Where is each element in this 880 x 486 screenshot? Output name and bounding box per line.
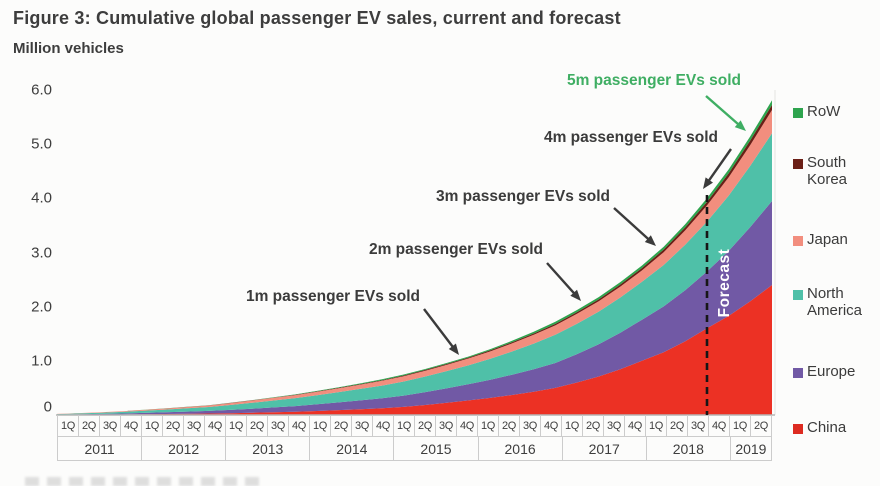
- x-quarter-label: 2Q: [414, 415, 435, 436]
- y-tick-label: 4.0: [31, 189, 52, 207]
- cut-off-source-text: [25, 477, 260, 486]
- legend-item-japan: Japan: [793, 231, 848, 249]
- legend-swatch-icon: [793, 159, 803, 169]
- x-year-label: 2016: [477, 437, 562, 460]
- legend-label: China: [807, 419, 847, 436]
- x-quarter-label: 1Q: [729, 415, 750, 436]
- x-quarter-label: 1Q: [393, 415, 414, 436]
- x-quarter-label: 3Q: [99, 415, 120, 436]
- annotation-arrowhead: [644, 235, 656, 246]
- milestone-annotation: 1m passenger EVs sold: [245, 288, 420, 305]
- x-quarter-label: 1Q: [645, 415, 666, 436]
- milestone-annotation: 3m passenger EVs sold: [435, 188, 610, 205]
- x-quarter-label: 3Q: [267, 415, 288, 436]
- x-quarter-label: 2Q: [162, 415, 183, 436]
- annotation-arrow: [705, 95, 741, 127]
- area-europe: [57, 201, 772, 415]
- x-year-label: 2018: [645, 437, 730, 460]
- legend-swatch-icon: [793, 236, 803, 246]
- annotation-arrow: [706, 148, 732, 184]
- x-quarter-label: 4Q: [120, 415, 141, 436]
- x-quarter-label: 2Q: [750, 415, 772, 436]
- x-year-label: 2011: [57, 437, 141, 460]
- milestone-annotation: 4m passenger EVs sold: [543, 129, 718, 146]
- annotation-arrowhead: [703, 177, 713, 189]
- annotation-arrowhead: [570, 289, 581, 301]
- legend-swatch-icon: [793, 368, 803, 378]
- y-tick-label: 3.0: [31, 244, 52, 261]
- y-tick-label: 0: [43, 398, 52, 416]
- x-quarter-label: 3Q: [603, 415, 624, 436]
- milestone-annotation: 2m passenger EVs sold: [368, 241, 543, 258]
- x-quarter-label: 1Q: [477, 415, 498, 436]
- annotation-arrowhead: [448, 343, 459, 355]
- x-axis-year-row: 2011 2012 2013 2014 2015 2016 2017 2018 2019: [57, 437, 772, 461]
- y-tick-label: 2.0: [31, 298, 52, 316]
- area-china: [57, 285, 772, 415]
- x-quarter-label: 1Q: [225, 415, 246, 436]
- x-quarter-label: 2Q: [498, 415, 519, 436]
- x-quarter-label: 4Q: [456, 415, 477, 436]
- x-quarter-label: 3Q: [687, 415, 708, 436]
- x-quarter-label: 1Q: [57, 415, 78, 436]
- x-quarter-label: 4Q: [288, 415, 309, 436]
- legend-swatch-icon: [793, 108, 803, 118]
- area-north-america: [57, 133, 772, 415]
- x-quarter-label: 4Q: [372, 415, 393, 436]
- legend-item-south-korea: South Korea: [793, 154, 871, 189]
- x-quarter-label: 1Q: [561, 415, 582, 436]
- x-year-label: 2019: [729, 437, 772, 460]
- x-year-label: 2015: [393, 437, 477, 460]
- x-axis-quarter-row: 1Q 2Q 3Q 4Q 1Q 2Q 3Q 4Q 1Q 2Q 3Q 4Q 1Q 2Q 3Q 4Q 1Q 2Q 3Q 4Q…: [57, 415, 772, 437]
- y-axis-title: Million vehicles: [13, 40, 124, 57]
- legend-label: Japan: [807, 231, 848, 248]
- x-quarter-label: 3Q: [435, 415, 456, 436]
- x-quarter-label: 4Q: [624, 415, 645, 436]
- x-quarter-label: 4Q: [204, 415, 225, 436]
- legend-swatch-icon: [793, 290, 803, 300]
- legend-label: Europe: [807, 363, 856, 380]
- x-quarter-label: 2Q: [246, 415, 267, 436]
- x-quarter-label: 3Q: [183, 415, 204, 436]
- x-quarter-label: 2Q: [582, 415, 603, 436]
- x-quarter-label: 2Q: [330, 415, 351, 436]
- x-quarter-label: 1Q: [309, 415, 330, 436]
- y-tick-label: 6.0: [31, 81, 52, 99]
- forecast-label: Forecast: [716, 248, 733, 318]
- x-year-label: 2014: [309, 437, 393, 460]
- y-tick-label: 1.0: [31, 352, 52, 370]
- figure-title: Figure 3: Cumulative global passenger EV…: [13, 8, 621, 28]
- legend-item-china: China: [793, 419, 847, 437]
- annotation-arrowhead: [734, 120, 746, 131]
- annotation-arrow: [546, 262, 577, 296]
- x-quarter-label: 2Q: [666, 415, 687, 436]
- legend-swatch-icon: [793, 424, 803, 434]
- chart-legend: RoW South Korea Japan North America Europe Ch…: [793, 0, 879, 486]
- x-quarter-label: 2Q: [78, 415, 99, 436]
- x-quarter-label: 3Q: [519, 415, 540, 436]
- x-quarter-label: 4Q: [540, 415, 561, 436]
- legend-label: South Korea: [807, 154, 848, 188]
- legend-item-europe: Europe: [793, 363, 856, 381]
- legend-item-north-america: North America: [793, 285, 871, 320]
- x-quarter-label: 3Q: [351, 415, 372, 436]
- milestone-annotation: 5m passenger EVs sold: [566, 72, 741, 89]
- x-quarter-label: 1Q: [141, 415, 162, 436]
- x-quarter-label: 4Q: [708, 415, 729, 436]
- legend-label: North America: [807, 285, 863, 319]
- annotation-arrow: [613, 207, 651, 242]
- x-year-label: 2013: [225, 437, 309, 460]
- annotation-arrow: [423, 308, 456, 350]
- x-year-label: 2012: [141, 437, 225, 460]
- legend-label: RoW: [807, 103, 841, 120]
- y-tick-label: 5.0: [31, 135, 52, 153]
- legend-item-row: RoW: [793, 103, 841, 121]
- x-year-label: 2017: [561, 437, 646, 460]
